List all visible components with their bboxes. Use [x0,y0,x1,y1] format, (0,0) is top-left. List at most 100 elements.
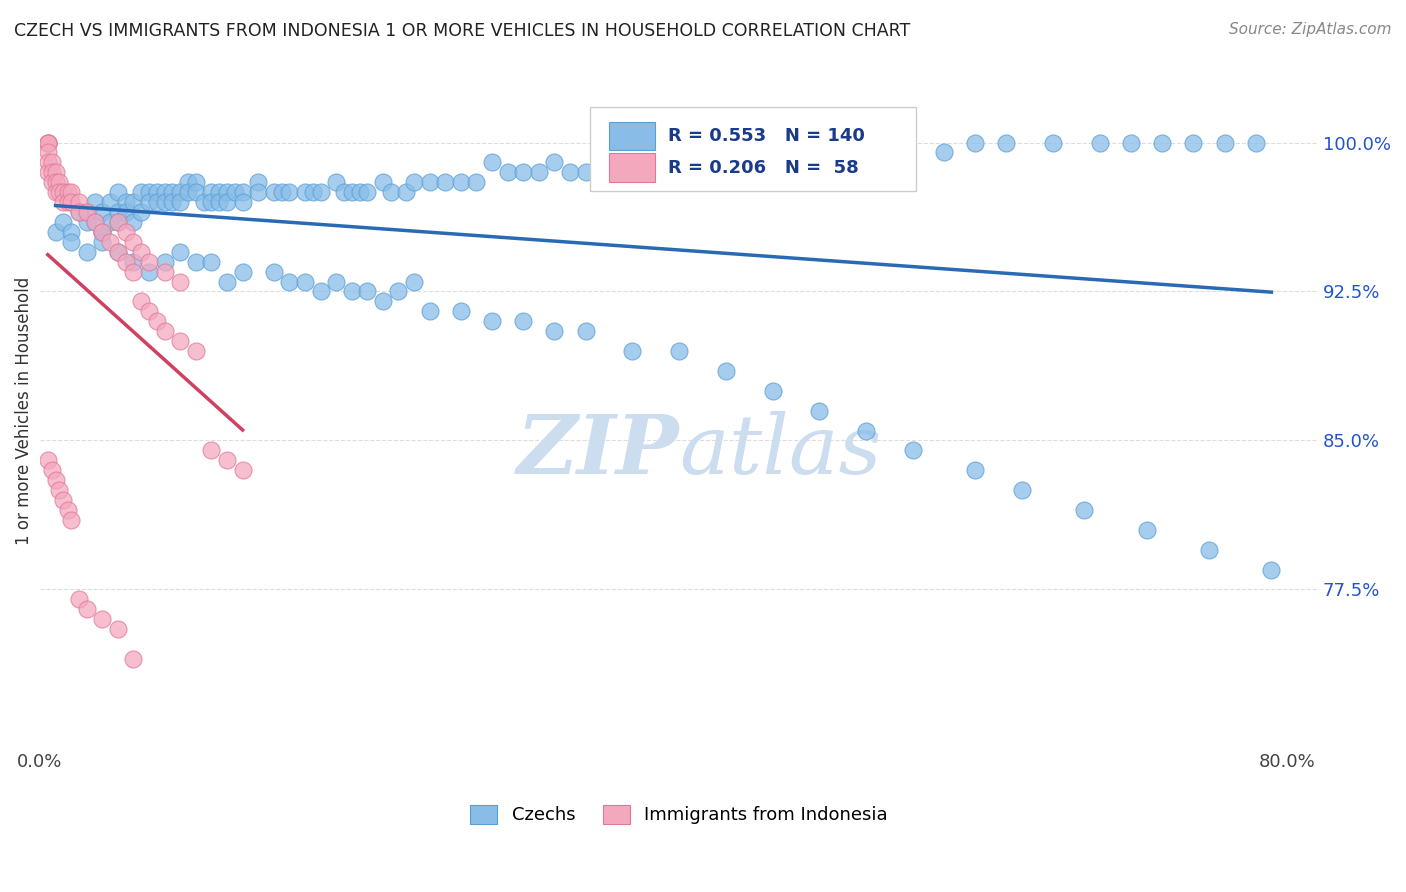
Point [153,265,176,279]
Point [932,145,955,160]
Point [153,195,176,210]
Point [512,314,534,328]
Point [668,344,690,359]
Point [114,254,136,268]
Legend: Czechs, Immigrants from Indonesia: Czechs, Immigrants from Indonesia [463,798,896,831]
Point [91,225,114,239]
Point [215,453,238,467]
Point [37,136,59,150]
Point [107,215,129,229]
Point [1244,136,1267,150]
Point [1152,136,1174,150]
Point [48,175,70,189]
Point [349,185,371,199]
Point [60,185,83,199]
Point [301,185,323,199]
Point [543,324,565,338]
Point [652,165,675,179]
Point [45,185,67,199]
Point [107,215,129,229]
Text: atlas: atlas [679,411,882,491]
Point [56,195,79,210]
Point [200,185,222,199]
Point [114,225,136,239]
Text: ZIP: ZIP [516,411,679,491]
Point [1136,523,1159,537]
Point [177,175,200,189]
Point [371,294,394,309]
Point [76,205,98,219]
Point [138,195,160,210]
Point [1260,563,1282,577]
Point [419,304,441,318]
Point [41,155,63,169]
Point [37,155,59,169]
Point [98,235,121,249]
Point [169,185,191,199]
Point [83,215,105,229]
Point [621,344,644,359]
Point [855,424,877,438]
Point [146,314,169,328]
Point [146,195,169,210]
Point [169,275,191,289]
Point [48,483,70,497]
Point [232,265,254,279]
Point [591,155,613,169]
Point [325,275,347,289]
Point [76,602,98,616]
Point [107,205,129,219]
Point [45,165,67,179]
Point [886,155,908,169]
Point [91,235,114,249]
Point [1088,136,1111,150]
Point [122,235,145,249]
Point [637,155,659,169]
Point [778,145,800,160]
Point [114,195,136,210]
Point [356,185,378,199]
Point [129,294,152,309]
Point [162,195,184,210]
Point [67,205,90,219]
Point [193,195,215,210]
Point [60,225,83,239]
Point [138,304,160,318]
Point [45,473,67,487]
Point [76,205,98,219]
Point [138,254,160,268]
Point [60,235,83,249]
Point [48,185,70,199]
Point [91,612,114,626]
Point [129,205,152,219]
Point [224,185,246,199]
Point [1073,503,1095,517]
Text: CZECH VS IMMIGRANTS FROM INDONESIA 1 OR MORE VEHICLES IN HOUSEHOLD CORRELATION C: CZECH VS IMMIGRANTS FROM INDONESIA 1 OR … [14,22,910,40]
Point [208,185,231,199]
Point [465,175,488,189]
Point [37,145,59,160]
Point [232,195,254,210]
Point [1182,136,1205,150]
Point [153,324,176,338]
Point [83,215,105,229]
Text: R = 0.553   N = 140: R = 0.553 N = 140 [668,127,865,145]
Point [52,493,75,508]
Point [37,453,59,467]
Point [683,155,706,169]
Point [138,185,160,199]
Point [278,275,301,289]
Point [56,503,79,517]
Point [278,185,301,199]
Point [67,205,90,219]
Point [808,403,831,417]
Point [1119,136,1142,150]
Point [621,155,644,169]
Point [232,185,254,199]
Point [184,185,207,199]
Point [371,175,394,189]
Point [91,205,114,219]
Point [404,275,426,289]
Point [52,195,75,210]
Point [153,185,176,199]
